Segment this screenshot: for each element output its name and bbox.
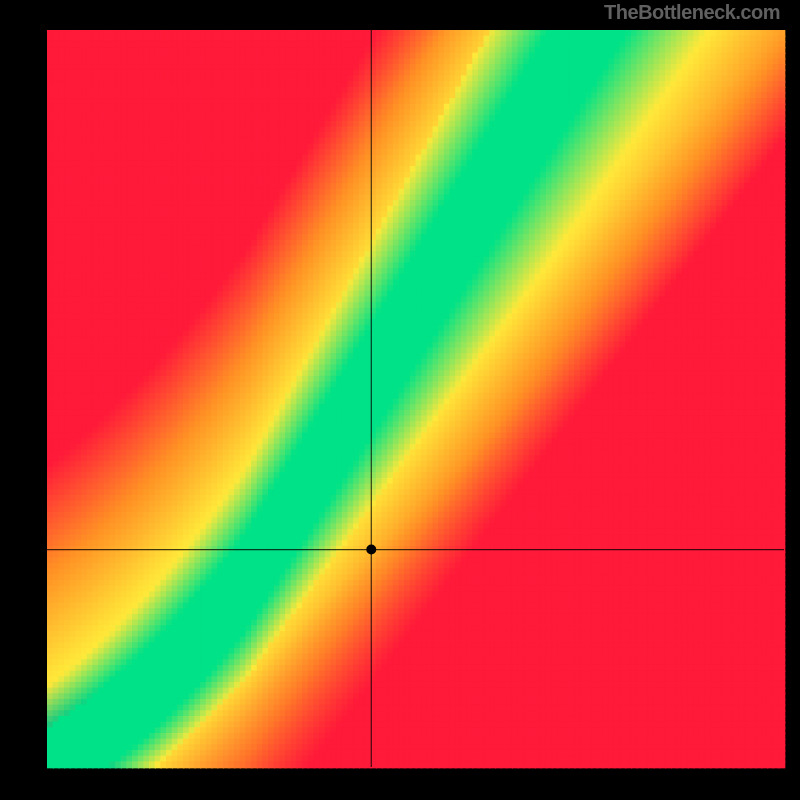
bottleneck-heatmap <box>0 0 800 800</box>
chart-container: TheBottleneck.com <box>0 0 800 800</box>
attribution-text: TheBottleneck.com <box>604 2 780 25</box>
